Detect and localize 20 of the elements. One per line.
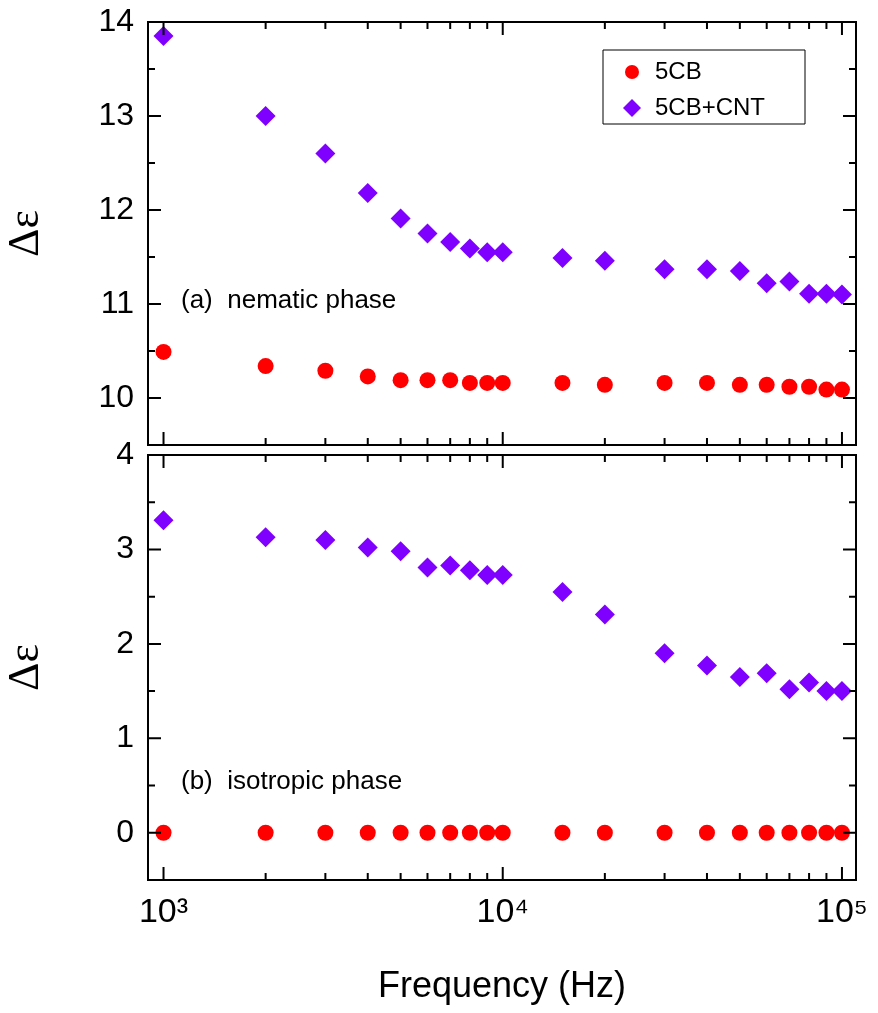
y-tick-label: 12: [98, 189, 134, 226]
y-tick-label: 0: [116, 812, 134, 849]
y-tick-label: 2: [116, 623, 134, 660]
x-tick-label: 10⁵: [816, 890, 868, 929]
x-axis-title: Frequency (Hz): [377, 964, 627, 1006]
y-axis-title: Δε: [0, 644, 48, 691]
y-tick-label: 1: [116, 718, 134, 755]
y-tick-label: 14: [98, 1, 134, 38]
y-tick-label: 3: [116, 529, 134, 566]
y-tick-label: 11: [100, 283, 134, 320]
y-tick-label: 13: [98, 95, 134, 132]
legend-label: 5CB: [655, 56, 702, 84]
x-tick-label: 10⁴: [476, 890, 529, 929]
y-axis-title: Δε: [0, 210, 48, 257]
legend-label: 5CB+CNT: [655, 92, 766, 120]
annotation: (b) isotropic phase: [181, 765, 403, 796]
y-tick-label: 4: [116, 434, 134, 471]
y-tick-label: 10: [98, 377, 134, 414]
x-tick-label: 10³: [138, 890, 189, 929]
annotation: (a) nematic phase: [181, 284, 397, 315]
